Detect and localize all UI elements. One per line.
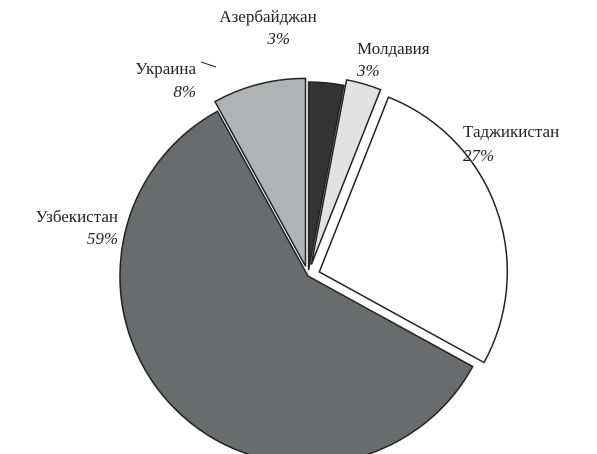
pie-slice — [318, 96, 509, 364]
slice-label: Таджикистан — [463, 122, 559, 141]
slice-percent: 59% — [87, 229, 118, 248]
slice-label: Молдавия — [357, 39, 430, 58]
slice-percent: 27% — [463, 146, 494, 165]
leader-line — [200, 61, 217, 68]
slice-label: Азербайджан — [219, 7, 316, 26]
slice-label: Украина — [135, 59, 196, 78]
slice-percent: 3% — [356, 61, 380, 80]
pie-slice — [213, 77, 307, 267]
slice-percent: 3% — [266, 29, 290, 48]
pie-slice — [310, 78, 382, 265]
slice-percent: 8% — [173, 82, 196, 101]
slice-label: Узбекистан — [36, 207, 118, 226]
pie-slice — [307, 81, 345, 271]
pie-slice — [119, 110, 474, 454]
